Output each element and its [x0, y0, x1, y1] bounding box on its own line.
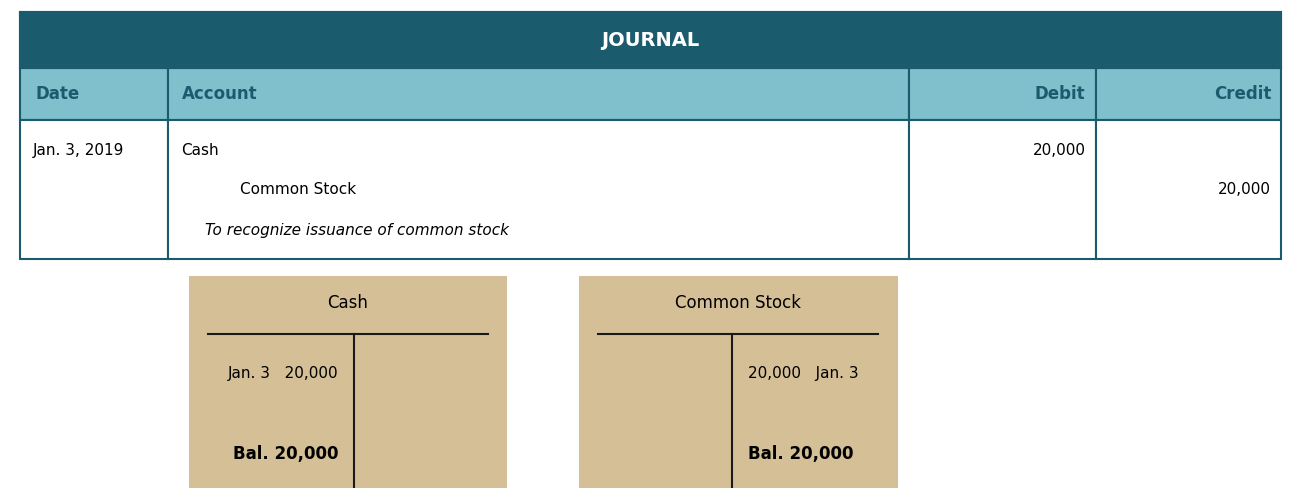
Text: To recognize issuance of common stock: To recognize issuance of common stock [204, 224, 509, 238]
Text: 20,000: 20,000 [1033, 142, 1085, 158]
Bar [1095, 68, 1281, 120]
Text: Cash: Cash [328, 294, 368, 311]
Text: Credit: Credit [1214, 85, 1271, 103]
Text: Debit: Debit [1034, 85, 1085, 103]
Bar [20, 68, 168, 120]
Text: Bal. 20,000: Bal. 20,000 [233, 445, 338, 463]
Bar [20, 12, 1281, 68]
Bar [168, 120, 909, 259]
Text: Bal. 20,000: Bal. 20,000 [748, 445, 853, 463]
Text: JOURNAL: JOURNAL [601, 31, 700, 50]
Bar [909, 68, 1095, 120]
Text: Account: Account [181, 85, 258, 103]
Text: Cash: Cash [181, 142, 219, 158]
Text: 20,000: 20,000 [1218, 182, 1271, 197]
Bar [909, 120, 1095, 259]
Text: Jan. 3, 2019: Jan. 3, 2019 [33, 142, 124, 158]
Text: 20,000   Jan. 3: 20,000 Jan. 3 [748, 366, 859, 381]
Bar [189, 276, 507, 488]
Text: Date: Date [35, 85, 79, 103]
Text: Jan. 3   20,000: Jan. 3 20,000 [228, 366, 338, 381]
Bar [168, 68, 909, 120]
Bar [20, 12, 1281, 68]
Bar [1095, 120, 1281, 259]
Bar [579, 276, 898, 488]
Text: Common Stock: Common Stock [239, 182, 356, 197]
Text: Common Stock: Common Stock [675, 294, 801, 311]
Bar [20, 120, 168, 259]
